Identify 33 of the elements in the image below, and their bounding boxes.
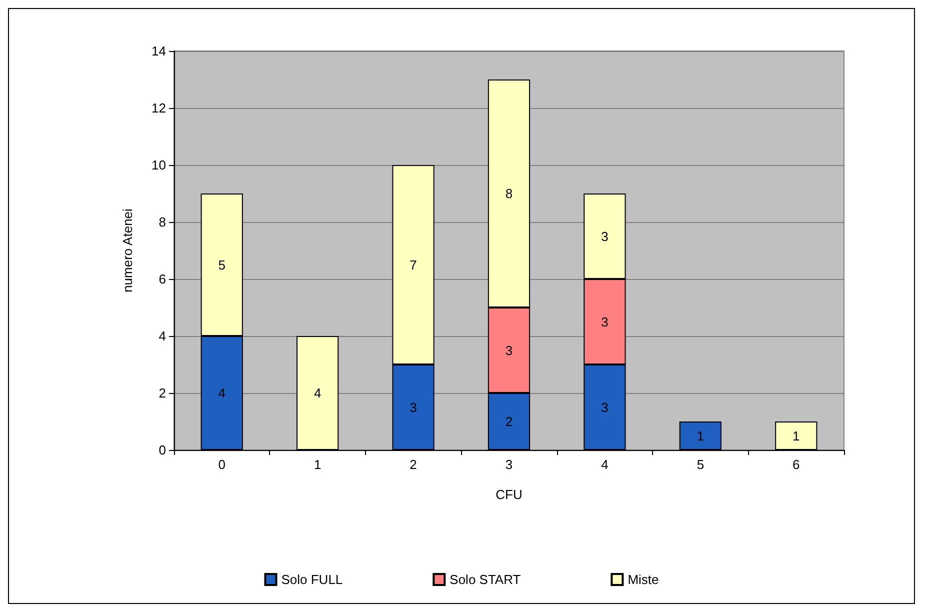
data-label: 4 [218,386,226,400]
x-tick-label: 0 [218,457,226,472]
y-tick-label: 12 [152,100,166,116]
x-tick-label: 4 [601,457,608,472]
x-tick-label: 1 [314,457,322,472]
x-tick-label: 3 [505,457,513,472]
data-label: 3 [410,400,417,415]
y-tick-label: 4 [158,328,166,344]
y-tick-label: 8 [158,214,166,230]
data-label: 1 [696,428,704,444]
data-label: 3 [601,314,608,330]
data-label: 3 [601,400,608,415]
data-label: 2 [505,414,513,429]
y-tick-label: 2 [158,386,166,400]
x-tick-label: 2 [410,457,417,472]
y-tick-label: 6 [158,272,166,286]
legend-label: Solo START [450,572,521,587]
x-tick-label: 5 [696,457,704,472]
y-axis-title: numero Atenei [120,208,135,292]
legend-label: Miste [628,572,659,587]
data-label: 8 [505,186,513,201]
y-tick-label: 14 [152,44,166,58]
data-label: 3 [601,228,608,244]
legend-label: Solo FULL [281,572,343,587]
x-tick-label: 6 [792,457,800,472]
data-label: 4 [314,386,322,400]
data-label: 1 [792,428,800,444]
y-tick-label: 10 [152,158,166,172]
x-axis-title: CFU [496,487,522,502]
data-label: 5 [218,257,226,272]
y-tick-label: 0 [158,442,166,458]
data-label: 7 [410,257,417,272]
data-label: 3 [505,342,513,358]
